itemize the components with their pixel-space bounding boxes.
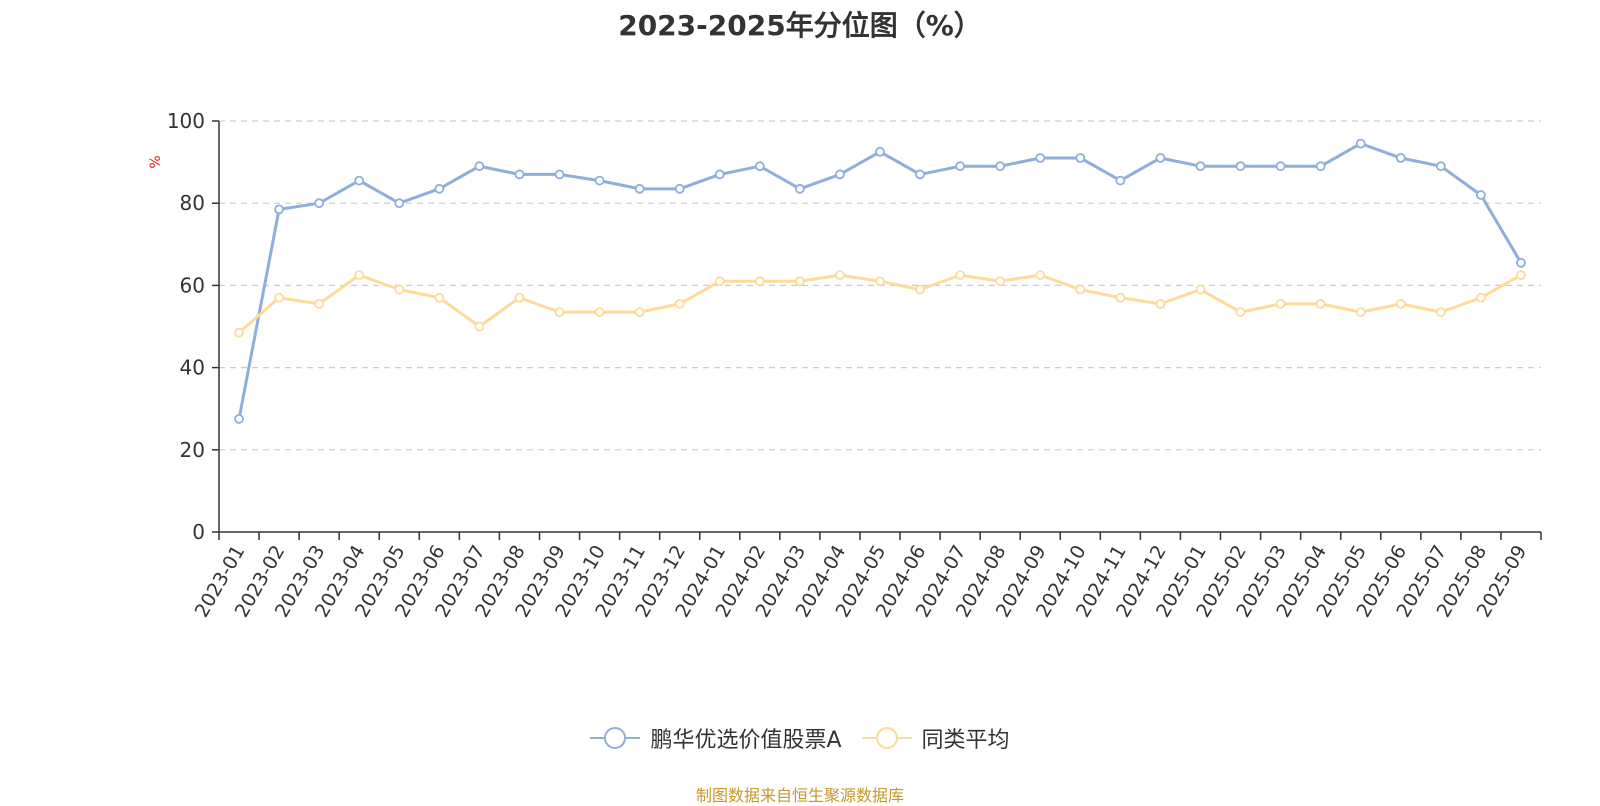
data-point[interactable] xyxy=(674,298,685,309)
y-tick-label: 20 xyxy=(180,438,205,462)
source-note: 制图数据来自恒生聚源数据库 xyxy=(695,786,904,805)
data-point[interactable] xyxy=(234,327,244,338)
line-chart: 0 20 40 60 80 100 2023-012023-022023-032023-0… xyxy=(148,109,1542,622)
data-point[interactable] xyxy=(1195,161,1206,172)
series-1 xyxy=(234,138,1526,424)
data-point[interactable] xyxy=(1275,161,1286,172)
data-point[interactable] xyxy=(394,284,405,295)
data-point[interactable] xyxy=(1476,190,1486,200)
data-point[interactable] xyxy=(1355,138,1366,149)
y-tick-label: 40 xyxy=(180,356,205,380)
data-point[interactable] xyxy=(1235,161,1246,172)
data-point[interactable] xyxy=(714,169,725,180)
data-point[interactable] xyxy=(1476,292,1486,303)
data-point[interactable] xyxy=(1435,307,1446,318)
y-tick-label: 60 xyxy=(180,273,205,297)
data-point[interactable] xyxy=(274,204,284,215)
data-point[interactable] xyxy=(314,198,325,209)
data-point[interactable] xyxy=(1315,298,1326,309)
data-point[interactable] xyxy=(554,307,565,318)
data-point[interactable] xyxy=(875,276,885,287)
data-point[interactable] xyxy=(634,183,645,194)
data-point[interactable] xyxy=(1155,153,1166,163)
data-point[interactable] xyxy=(995,161,1006,172)
data-point[interactable] xyxy=(955,270,966,281)
legend-marker-icon xyxy=(590,726,641,750)
axes xyxy=(212,120,1542,540)
data-point[interactable] xyxy=(554,169,565,180)
series-group xyxy=(234,138,1526,424)
data-point[interactable] xyxy=(474,161,485,172)
data-point[interactable] xyxy=(1115,292,1126,303)
data-point[interactable] xyxy=(1115,175,1126,186)
data-point[interactable] xyxy=(915,169,925,180)
chart-title: 2023-2025年分位图（%） xyxy=(618,9,982,42)
y-axis-label: % xyxy=(148,155,164,168)
y-tick-label: 100 xyxy=(167,109,205,133)
data-point[interactable] xyxy=(594,307,605,318)
data-point[interactable] xyxy=(875,146,885,157)
data-point[interactable] xyxy=(1155,298,1166,309)
data-point[interactable] xyxy=(1235,307,1246,318)
data-point[interactable] xyxy=(1516,257,1526,268)
data-point[interactable] xyxy=(1195,284,1206,295)
data-point[interactable] xyxy=(594,175,605,186)
data-point[interactable] xyxy=(1075,284,1086,295)
legend-label: 同类平均 xyxy=(921,728,1010,753)
legend-label: 鹏华优选价值股票A xyxy=(650,728,842,753)
data-point[interactable] xyxy=(794,183,805,194)
y-tick-labels: 0 20 40 60 80 100 xyxy=(167,109,205,544)
data-point[interactable] xyxy=(835,270,845,281)
data-point[interactable] xyxy=(474,321,485,332)
data-point[interactable] xyxy=(634,307,645,318)
data-point[interactable] xyxy=(434,292,445,303)
data-point[interactable] xyxy=(995,276,1006,287)
data-point[interactable] xyxy=(434,183,445,194)
data-point[interactable] xyxy=(754,276,765,287)
y-tick-label: 0 xyxy=(192,520,205,544)
data-point[interactable] xyxy=(1035,270,1046,281)
data-point[interactable] xyxy=(514,292,525,303)
data-point[interactable] xyxy=(754,161,765,172)
data-point[interactable] xyxy=(1355,307,1366,318)
data-point[interactable] xyxy=(314,298,325,309)
data-point[interactable] xyxy=(1315,161,1326,172)
data-point[interactable] xyxy=(1035,153,1046,163)
series-2 xyxy=(234,270,1526,338)
data-point[interactable] xyxy=(1435,161,1446,172)
data-point[interactable] xyxy=(514,169,525,180)
data-point[interactable] xyxy=(1395,153,1406,163)
data-point[interactable] xyxy=(354,175,365,186)
data-point[interactable] xyxy=(955,161,966,172)
data-point[interactable] xyxy=(1395,298,1406,309)
y-tick-label: 80 xyxy=(180,191,205,215)
data-point[interactable] xyxy=(1075,153,1086,163)
data-point[interactable] xyxy=(234,414,244,424)
data-point[interactable] xyxy=(354,270,365,281)
data-point[interactable] xyxy=(674,183,685,194)
data-point[interactable] xyxy=(274,292,284,303)
data-point[interactable] xyxy=(714,276,725,287)
data-point[interactable] xyxy=(1275,298,1286,309)
legend-item-series-2[interactable]: 同类平均 xyxy=(861,722,1010,754)
legend-item-series-1[interactable]: 鹏华优选价值股票A xyxy=(590,722,842,754)
data-point[interactable] xyxy=(794,276,805,287)
data-point[interactable] xyxy=(835,169,845,180)
legend: 鹏华优选价值股票A 同类平均 xyxy=(0,722,1600,754)
legend-marker-icon xyxy=(861,726,912,750)
data-point[interactable] xyxy=(1516,270,1526,281)
data-point[interactable] xyxy=(915,284,925,295)
x-tick-labels: 2023-012023-022023-032023-042023-052023-… xyxy=(191,542,1532,622)
data-point[interactable] xyxy=(394,198,405,209)
